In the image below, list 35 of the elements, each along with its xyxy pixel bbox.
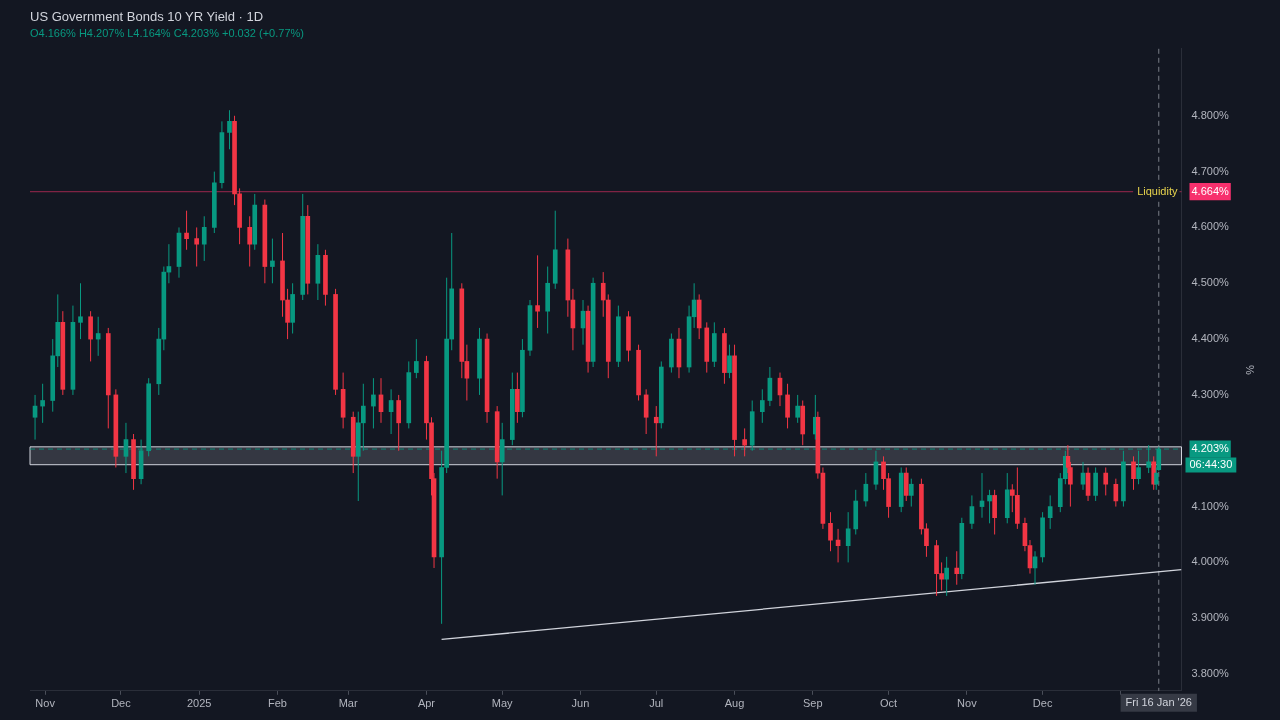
x-tick-label: Dec bbox=[111, 697, 132, 710]
y-tick-label: 4.800% bbox=[1191, 108, 1230, 121]
candlestick bbox=[535, 254, 540, 329]
text: 06:44:30 bbox=[1189, 458, 1233, 471]
x-tick-label: Nov bbox=[957, 697, 978, 710]
chart-title: US Government Bonds 10 YR Yield · 1D bbox=[30, 9, 264, 25]
ref-line-label: Liquidity bbox=[1137, 184, 1178, 197]
y-tick-label: 4.100% bbox=[1191, 499, 1230, 512]
x-tick-label: May bbox=[491, 697, 514, 710]
y-tick-label: 4.203% bbox=[1191, 442, 1230, 455]
ref-line-label: Fri 16 Jan '26 bbox=[1125, 695, 1192, 708]
y-tick-label: 4.300% bbox=[1191, 387, 1230, 400]
y-tick-label: 3.800% bbox=[1191, 667, 1230, 680]
chart-subtitle: O4.166% H4.207% L4.164% C4.203% +0.032 (+0.77%) bbox=[30, 27, 304, 40]
x-tick-label: Oct bbox=[880, 697, 898, 710]
x-tick-label: Jul bbox=[649, 697, 664, 710]
x-tick-label: Dec bbox=[1032, 697, 1053, 710]
x-tick-label: 2025 bbox=[186, 697, 212, 710]
y-tick-label: 4.700% bbox=[1191, 164, 1230, 177]
x-tick-label: Apr bbox=[417, 697, 436, 710]
y-tick-label: 4.500% bbox=[1191, 276, 1230, 289]
y-tick-label: 3.900% bbox=[1191, 611, 1230, 624]
x-tick-label: Sep bbox=[803, 697, 823, 710]
y-tick-label: 4.000% bbox=[1191, 555, 1230, 568]
y-tick-label: 4.600% bbox=[1191, 220, 1230, 233]
x-tick-label: Feb bbox=[267, 697, 287, 710]
candlestick bbox=[194, 226, 199, 268]
y-tick-label: 4.664% bbox=[1191, 184, 1230, 197]
y-tick-label: 4.400% bbox=[1191, 332, 1230, 345]
x-tick-label: Mar bbox=[338, 697, 358, 710]
x-tick-label: Jun bbox=[571, 697, 590, 710]
x-tick-label: Nov bbox=[35, 697, 56, 710]
candlestick bbox=[78, 282, 83, 340]
x-tick-label: Aug bbox=[724, 697, 745, 710]
y-axis-title: % bbox=[1244, 364, 1257, 375]
